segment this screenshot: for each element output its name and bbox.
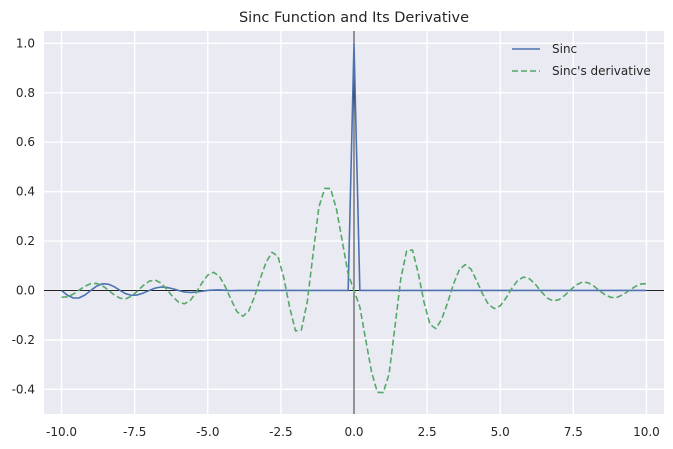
x-tick-label: -7.5: [123, 425, 146, 439]
x-tick-label: 7.5: [564, 425, 583, 439]
x-tick-label: 10.0: [633, 425, 660, 439]
x-tick-label: 5.0: [491, 425, 510, 439]
y-axis-ticks: -0.4 -0.2 0.0 0.2 0.4 0.6 0.8 1.0: [12, 36, 35, 396]
series-line-1: [61, 42, 647, 299]
series-line-2: [61, 187, 647, 394]
x-tick-label: -5.0: [196, 425, 219, 439]
legend-label-1: Sinc: [552, 42, 577, 56]
series-layer: [61, 42, 647, 394]
y-tick-label: -0.4: [12, 382, 35, 396]
y-tick-label: 0.0: [16, 283, 35, 297]
legend-label-2: Sinc's derivative: [552, 64, 651, 78]
x-tick-label: 2.5: [418, 425, 437, 439]
y-tick-label: 1.0: [16, 36, 35, 50]
x-tick-label: -2.5: [269, 425, 292, 439]
legend: Sinc Sinc's derivative: [512, 42, 651, 78]
y-tick-label: 0.8: [16, 86, 35, 100]
x-tick-label: -10.0: [46, 425, 77, 439]
y-tick-label: 0.2: [16, 234, 35, 248]
chart-title: Sinc Function and Its Derivative: [239, 10, 469, 26]
x-tick-label: 0.0: [344, 425, 363, 439]
y-tick-label: 0.4: [16, 185, 35, 199]
x-axis-ticks: -10.0 -7.5 -5.0 -2.5 0.0 2.5 5.0 7.5 10.0: [46, 425, 660, 439]
y-tick-label: -0.2: [12, 333, 35, 347]
y-tick-label: 0.6: [16, 135, 35, 149]
